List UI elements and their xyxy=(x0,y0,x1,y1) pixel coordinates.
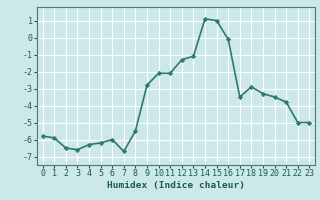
X-axis label: Humidex (Indice chaleur): Humidex (Indice chaleur) xyxy=(107,181,245,190)
